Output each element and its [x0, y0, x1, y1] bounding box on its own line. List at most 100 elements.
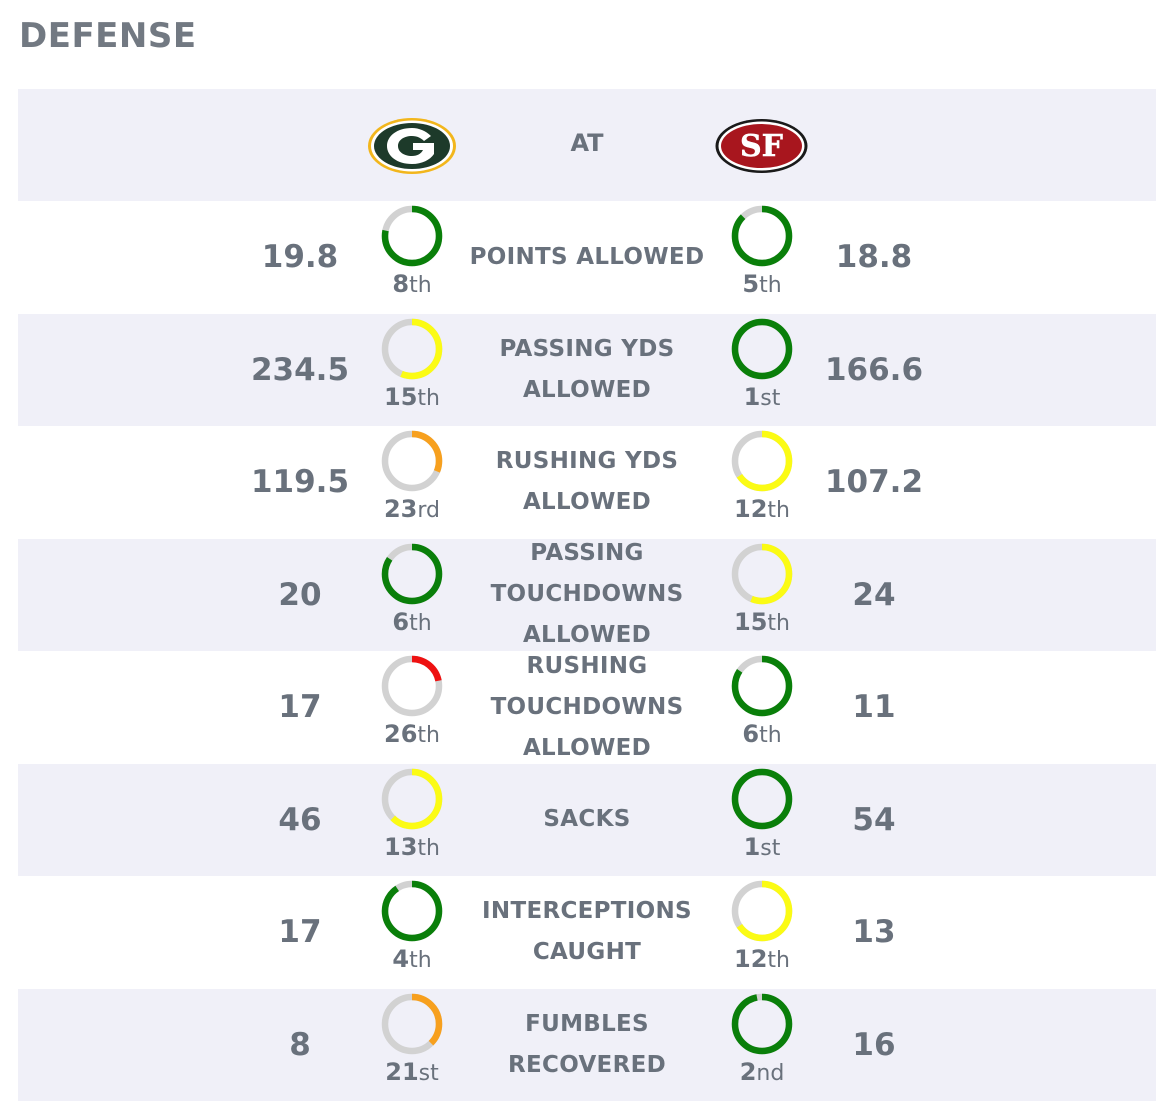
- home-rank-indicator: 12th: [722, 879, 802, 975]
- rank-suffix: th: [409, 610, 432, 636]
- rank-suffix: st: [760, 835, 781, 861]
- stat-label-text: POINTS ALLOWED: [469, 243, 705, 270]
- stat-row-interceptions-caught: 17 4th 13 12th INTERCEPTIONS CAUGHT: [18, 876, 1156, 989]
- away-rank-text: 26th: [372, 720, 452, 750]
- stat-row-passing-touchdowns-allowed: 20 6th 24 15th PASSING TOUCHDOWNS ALLOWED: [18, 538, 1156, 652]
- 49ers-logo-icon[interactable]: SF: [715, 117, 808, 179]
- away-rank-indicator: 6th: [372, 542, 452, 638]
- rank-number: 12: [734, 945, 768, 973]
- rank-ring-icon: [381, 430, 443, 492]
- rank-suffix: nd: [756, 1060, 785, 1086]
- rank-ring-arc: [381, 655, 443, 717]
- rank-ring-icon: [381, 318, 443, 379]
- rank-ring-icon: [731, 430, 793, 492]
- rank-number: 2: [739, 1057, 757, 1086]
- section-title: DEFENSE: [19, 16, 197, 56]
- home-rank-text: 6th: [722, 720, 802, 750]
- rank-ring-arc: [731, 993, 793, 1054]
- rank-suffix: th: [759, 723, 782, 748]
- rank-number: 6: [742, 720, 760, 748]
- away-rank-indicator: 23rd: [372, 429, 452, 525]
- rank-suffix: th: [417, 385, 440, 411]
- stat-label-text: FUMBLES RECOVERED: [508, 1010, 666, 1078]
- rank-suffix: th: [417, 723, 440, 748]
- stat-row-points-allowed: 19.8 8th 18.8 5th POINTS ALLOWED: [18, 201, 1156, 314]
- rank-ring-arc: [731, 880, 793, 942]
- away-stat-value: 119.5: [250, 464, 350, 501]
- rank-number: 5: [742, 270, 760, 298]
- rank-ring-icon: [381, 655, 443, 717]
- rank-suffix: th: [767, 498, 790, 523]
- rank-ring-icon: [731, 543, 793, 604]
- home-rank-indicator: 2nd: [722, 992, 802, 1088]
- matchup-header: AT SF: [18, 89, 1156, 201]
- home-stat-value: 11: [852, 689, 896, 726]
- away-stat-value: 20: [278, 576, 322, 613]
- home-rank-indicator: 15th: [722, 542, 802, 638]
- home-rank-indicator: 12th: [722, 429, 802, 525]
- away-rank-indicator: 4th: [372, 879, 452, 975]
- stat-label-text: RUSHING TOUCHDOWNS ALLOWED: [490, 652, 684, 761]
- stat-label-text: PASSING YDS ALLOWED: [499, 335, 675, 403]
- away-rank-text: 23rd: [372, 495, 452, 525]
- packers-logo-icon[interactable]: [367, 117, 457, 179]
- rank-suffix: th: [767, 610, 790, 636]
- rank-ring-icon: [381, 880, 443, 942]
- away-rank-text: 15th: [372, 383, 452, 413]
- stat-label: INTERCEPTIONS CAUGHT: [455, 876, 719, 989]
- home-stat-value: 166.6: [824, 351, 924, 388]
- rank-ring-icon: [731, 993, 793, 1054]
- rank-suffix: st: [418, 1060, 439, 1086]
- rank-ring-arc: [731, 655, 793, 717]
- stat-label: RUSHING YDS ALLOWED: [455, 426, 719, 539]
- stat-label-text: PASSING TOUCHDOWNS ALLOWED: [490, 540, 684, 649]
- stat-label-text: INTERCEPTIONS CAUGHT: [482, 898, 692, 966]
- stat-row-rushing-yds-allowed: 119.5 23rd 107.2 12th RUSHING YDS ALLOWED: [18, 426, 1156, 539]
- rank-number: 15: [734, 607, 768, 636]
- home-stat-value: 13: [852, 914, 896, 951]
- away-stat-value: 8: [289, 1026, 311, 1063]
- rank-suffix: rd: [417, 498, 441, 523]
- home-rank-indicator: 6th: [722, 654, 802, 750]
- away-rank-text: 13th: [372, 833, 452, 863]
- rank-number: 23: [383, 495, 418, 523]
- rank-suffix: th: [409, 948, 432, 973]
- away-rank-indicator: 8th: [372, 204, 452, 300]
- defense-comparison-table: AT SF 19.8 8th 18.8 5th POINTS ALLOWED 234.5 1…: [18, 89, 1156, 1101]
- away-rank-text: 6th: [372, 608, 452, 638]
- rank-number: 15: [384, 382, 418, 411]
- rank-ring-icon: [731, 655, 793, 717]
- rank-suffix: th: [767, 948, 790, 973]
- rank-number: 4: [392, 945, 410, 973]
- away-stat-value: 46: [278, 801, 322, 838]
- rank-ring-arc: [381, 430, 443, 492]
- rank-ring-icon: [381, 543, 443, 604]
- away-rank-text: 21st: [372, 1058, 452, 1088]
- rank-ring-arc: [731, 430, 793, 492]
- rank-ring-arc: [381, 993, 443, 1054]
- rank-ring-arc: [731, 318, 793, 379]
- rank-ring-arc: [731, 543, 793, 604]
- home-rank-indicator: 1st: [722, 767, 802, 863]
- home-rank-text: 15th: [722, 608, 802, 638]
- stat-label: FUMBLES RECOVERED: [455, 989, 719, 1102]
- away-rank-indicator: 13th: [372, 767, 452, 863]
- rank-ring-arc: [731, 768, 793, 829]
- home-rank-text: 1st: [722, 833, 802, 863]
- home-rank-text: 12th: [722, 945, 802, 975]
- stat-row-sacks: 46 13th 54 1st SACKS: [18, 763, 1156, 876]
- home-rank-text: 1st: [722, 383, 802, 413]
- home-rank-text: 12th: [722, 495, 802, 525]
- rank-ring-icon: [381, 993, 443, 1054]
- rank-number: 12: [734, 495, 768, 523]
- home-stat-value: 16: [852, 1026, 896, 1063]
- away-rank-text: 8th: [372, 270, 452, 300]
- stat-label: POINTS ALLOWED: [455, 201, 719, 314]
- away-rank-indicator: 21st: [372, 992, 452, 1088]
- rank-number: 6: [392, 607, 410, 636]
- home-stat-value: 18.8: [835, 239, 913, 276]
- stat-label-text: SACKS: [543, 806, 631, 833]
- away-rank-indicator: 26th: [372, 654, 452, 750]
- stat-label: PASSING TOUCHDOWNS ALLOWED: [455, 539, 719, 652]
- svg-text:SF: SF: [740, 129, 783, 164]
